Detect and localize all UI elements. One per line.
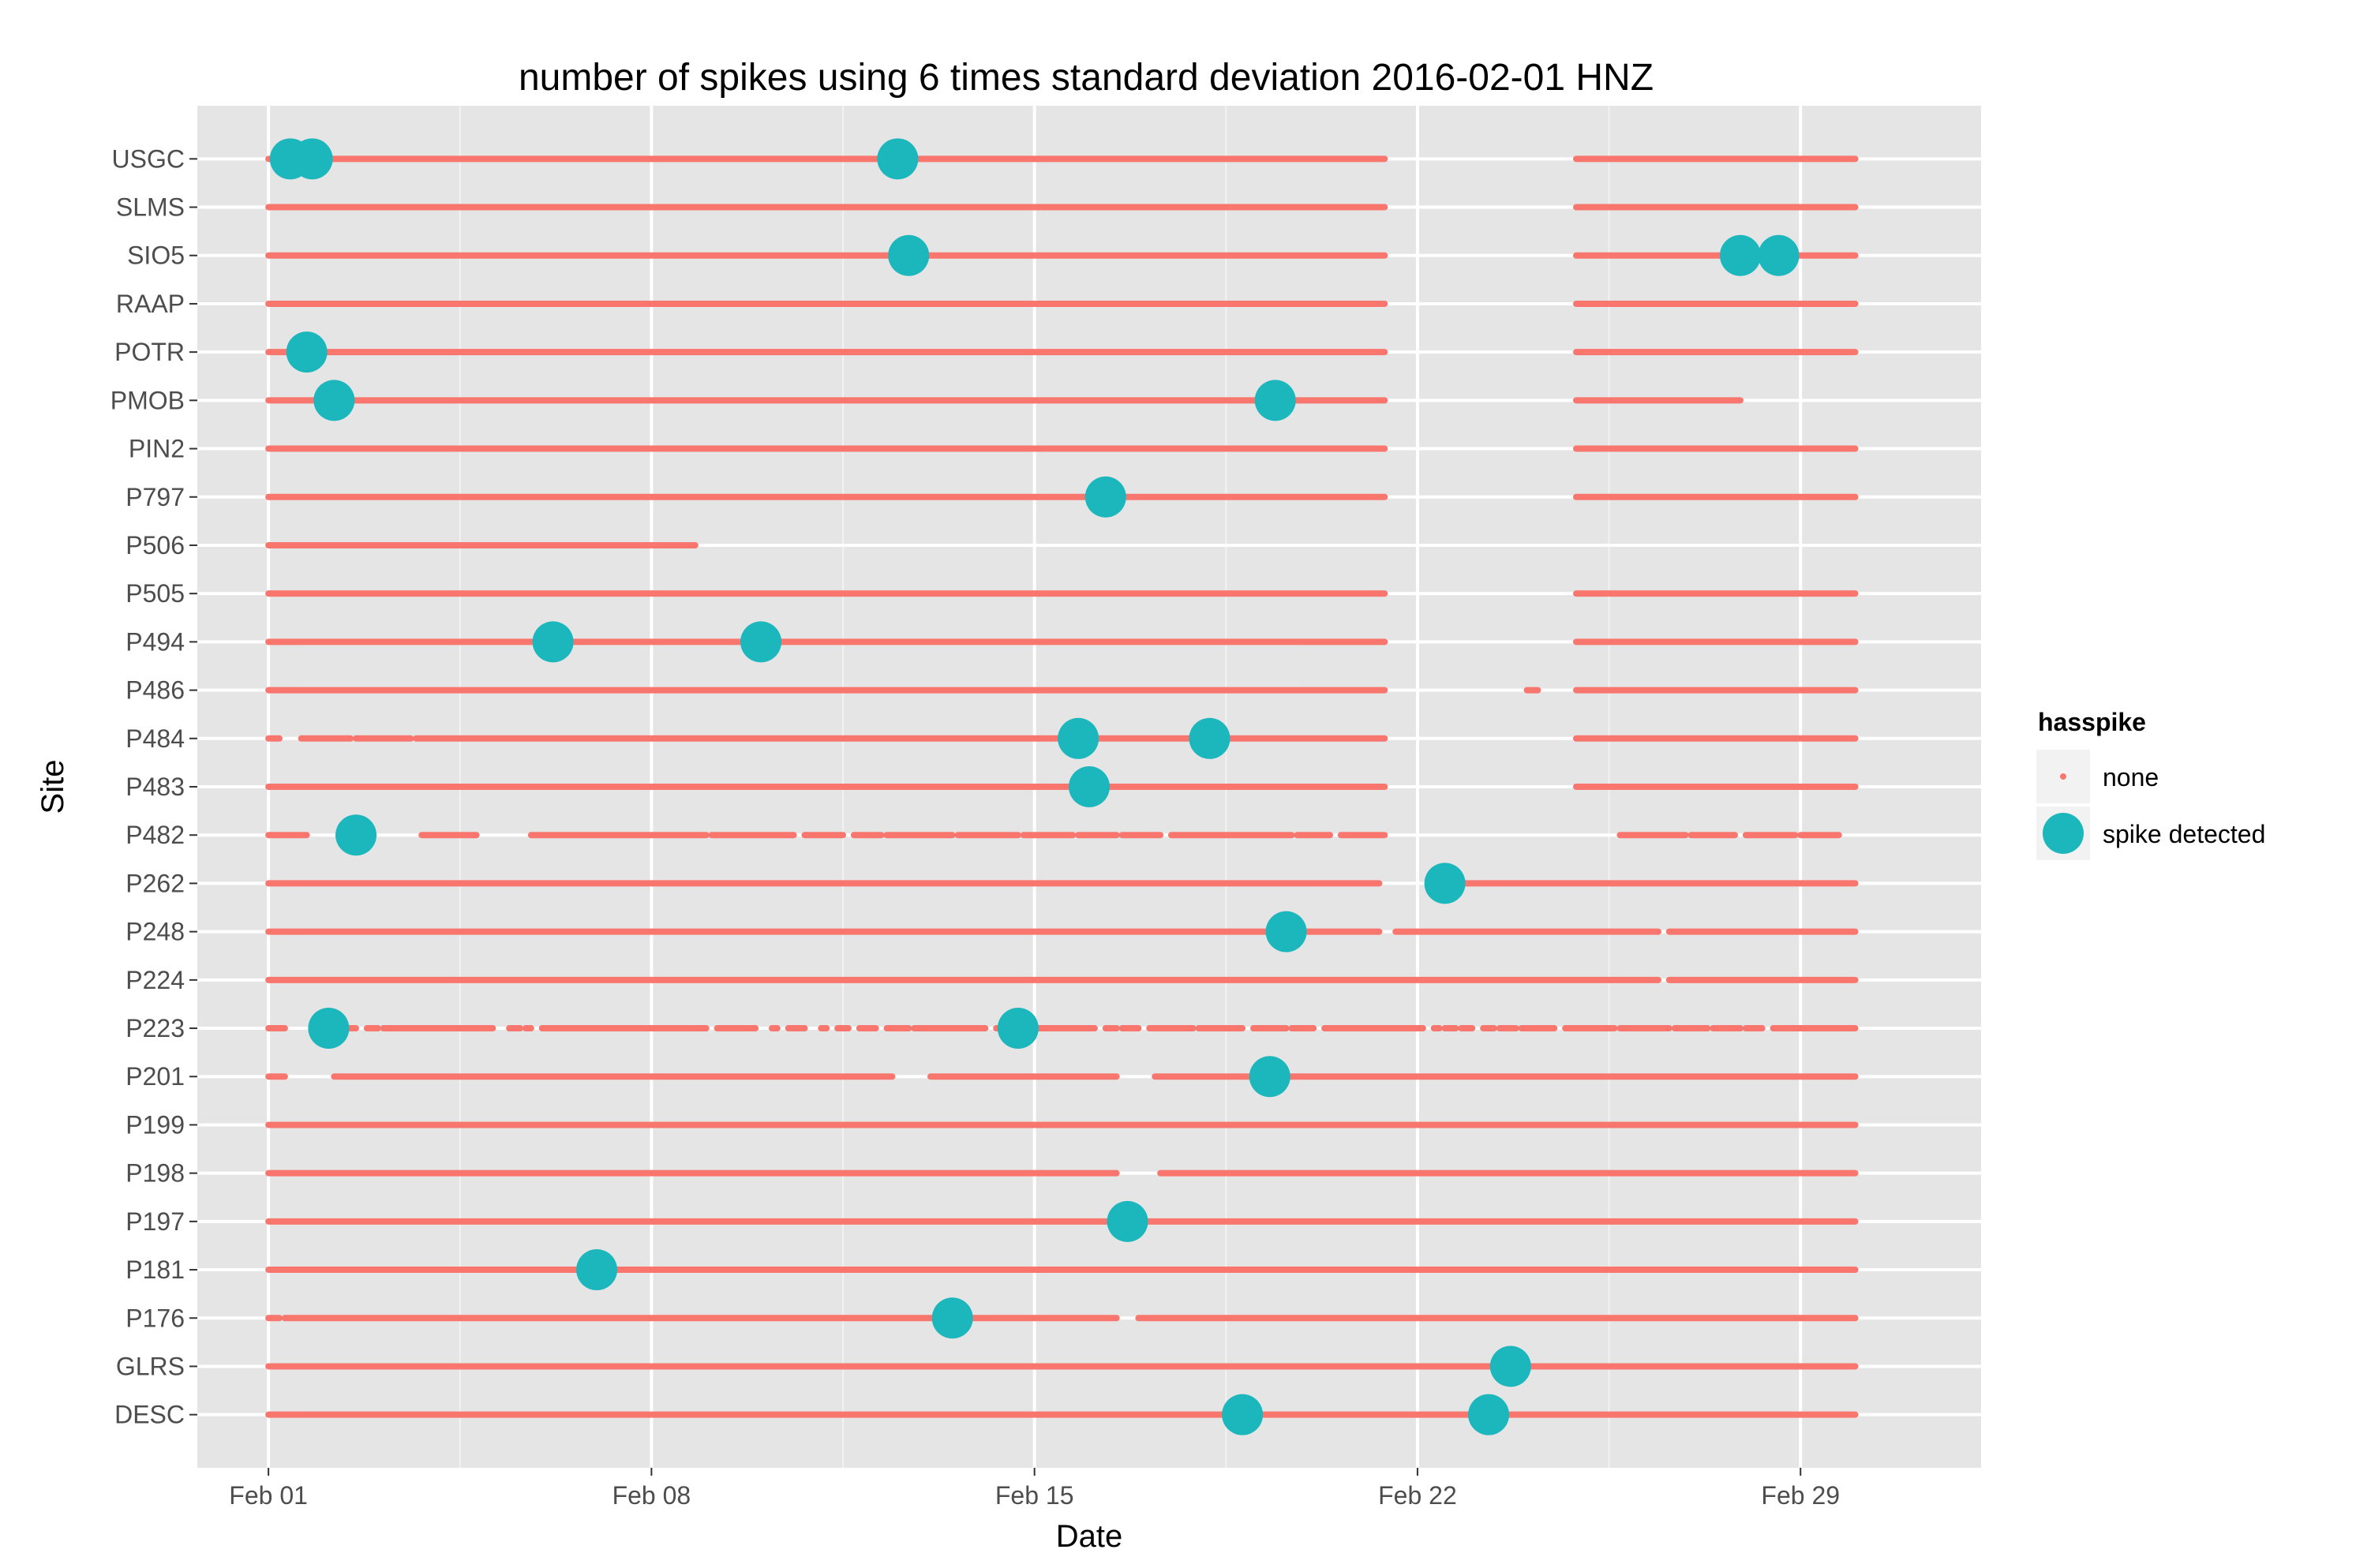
spike-point-desc-1 (1468, 1394, 1510, 1435)
legend-label-none: none (2103, 763, 2159, 791)
y-tick-label-p223: P223 (125, 1014, 185, 1042)
y-tick-label-p262: P262 (125, 869, 185, 897)
spike-point-sio5-1 (1719, 234, 1761, 276)
y-tick-label-p181: P181 (125, 1256, 185, 1284)
y-tick-label-sio5: SIO5 (127, 241, 185, 270)
y-tick-label-desc: DESC (114, 1401, 185, 1429)
chart-title: number of spikes using 6 times standard … (519, 57, 1654, 99)
y-tick-label-p506: P506 (125, 531, 185, 559)
y-tick-label-p797: P797 (125, 483, 185, 511)
x-tick-label-0: Feb 01 (229, 1481, 308, 1510)
y-tick-label-p248: P248 (125, 918, 185, 946)
y-tick-label-p199: P199 (125, 1110, 185, 1139)
spike-point-p482-0 (335, 814, 377, 856)
y-tick-label-p224: P224 (125, 966, 185, 994)
spike-point-usgc-1 (291, 138, 333, 180)
spike-point-p262-0 (1424, 863, 1466, 904)
x-tick-label-2: Feb 15 (995, 1481, 1074, 1510)
x-tick-label-1: Feb 08 (612, 1481, 691, 1510)
y-tick-label-slms: SLMS (116, 193, 185, 222)
y-tick-label-usgc: USGC (112, 144, 185, 173)
y-tick-label-glrs: GLRS (116, 1352, 185, 1380)
spike-point-usgc-2 (877, 138, 919, 180)
y-tick-label-potr: POTR (114, 338, 185, 366)
spike-point-p494-1 (740, 621, 782, 663)
y-tick-label-p494: P494 (125, 627, 185, 656)
y-axis: USGC SLMS SIO5 RAAP POTR PMOB PIN2 P797 P506 P505… (110, 144, 197, 1429)
y-tick-label-pin2: PIN2 (129, 435, 185, 463)
x-tick-label-4: Feb 29 (1761, 1481, 1840, 1510)
y-tick-label-raap: RAAP (116, 290, 185, 318)
y-tick-label-pmob: PMOB (110, 386, 185, 414)
y-tick-label-p483: P483 (125, 773, 185, 801)
legend: hasspike none spike detected (2036, 708, 2265, 860)
y-axis-title: Site (36, 760, 70, 814)
spike-point-p248-0 (1265, 911, 1307, 952)
spike-point-p223-1 (997, 1008, 1039, 1050)
spike-point-p483-0 (1069, 766, 1110, 807)
x-tick-label-3: Feb 22 (1378, 1481, 1457, 1510)
spike-point-p197-0 (1107, 1200, 1148, 1242)
x-axis-title: Date (1056, 1519, 1123, 1554)
spike-point-pmob-0 (313, 380, 355, 421)
spike-point-p797-0 (1084, 476, 1126, 518)
spike-point-pmob-1 (1254, 380, 1296, 421)
spike-point-p176-0 (931, 1297, 973, 1339)
legend-title: hasspike (2038, 708, 2146, 736)
spike-point-p201-0 (1249, 1056, 1290, 1098)
y-tick-label-p484: P484 (125, 724, 185, 753)
spike-point-glrs-0 (1489, 1345, 1531, 1387)
y-tick-label-p486: P486 (125, 676, 185, 705)
spike-point-p223-0 (308, 1008, 350, 1050)
legend-label-spike-detected: spike detected (2103, 820, 2265, 848)
spike-point-sio5-0 (888, 234, 930, 276)
series-spike-points (269, 138, 1800, 1435)
x-axis: Feb 01 Feb 08 Feb 15 Feb 22 Feb 29 (229, 1468, 1840, 1510)
legend-key-none-mark (2060, 773, 2066, 780)
spike-point-p494-0 (532, 621, 574, 663)
spike-point-p484-0 (1058, 717, 1099, 759)
series-none-lines (265, 155, 1859, 1418)
spike-point-potr-0 (286, 331, 328, 373)
spike-point-sio5-2 (1758, 234, 1800, 276)
y-tick-label-p482: P482 (125, 821, 185, 849)
y-tick-label-p505: P505 (125, 579, 185, 608)
spike-point-desc-0 (1222, 1394, 1264, 1435)
legend-key-spike-mark (2043, 813, 2084, 854)
y-tick-label-p201: P201 (125, 1062, 185, 1091)
y-tick-label-p197: P197 (125, 1207, 185, 1236)
y-tick-label-p176: P176 (125, 1304, 185, 1332)
spike-point-p181-0 (576, 1249, 618, 1291)
spike-point-p484-1 (1189, 717, 1230, 759)
y-tick-label-p198: P198 (125, 1159, 185, 1188)
